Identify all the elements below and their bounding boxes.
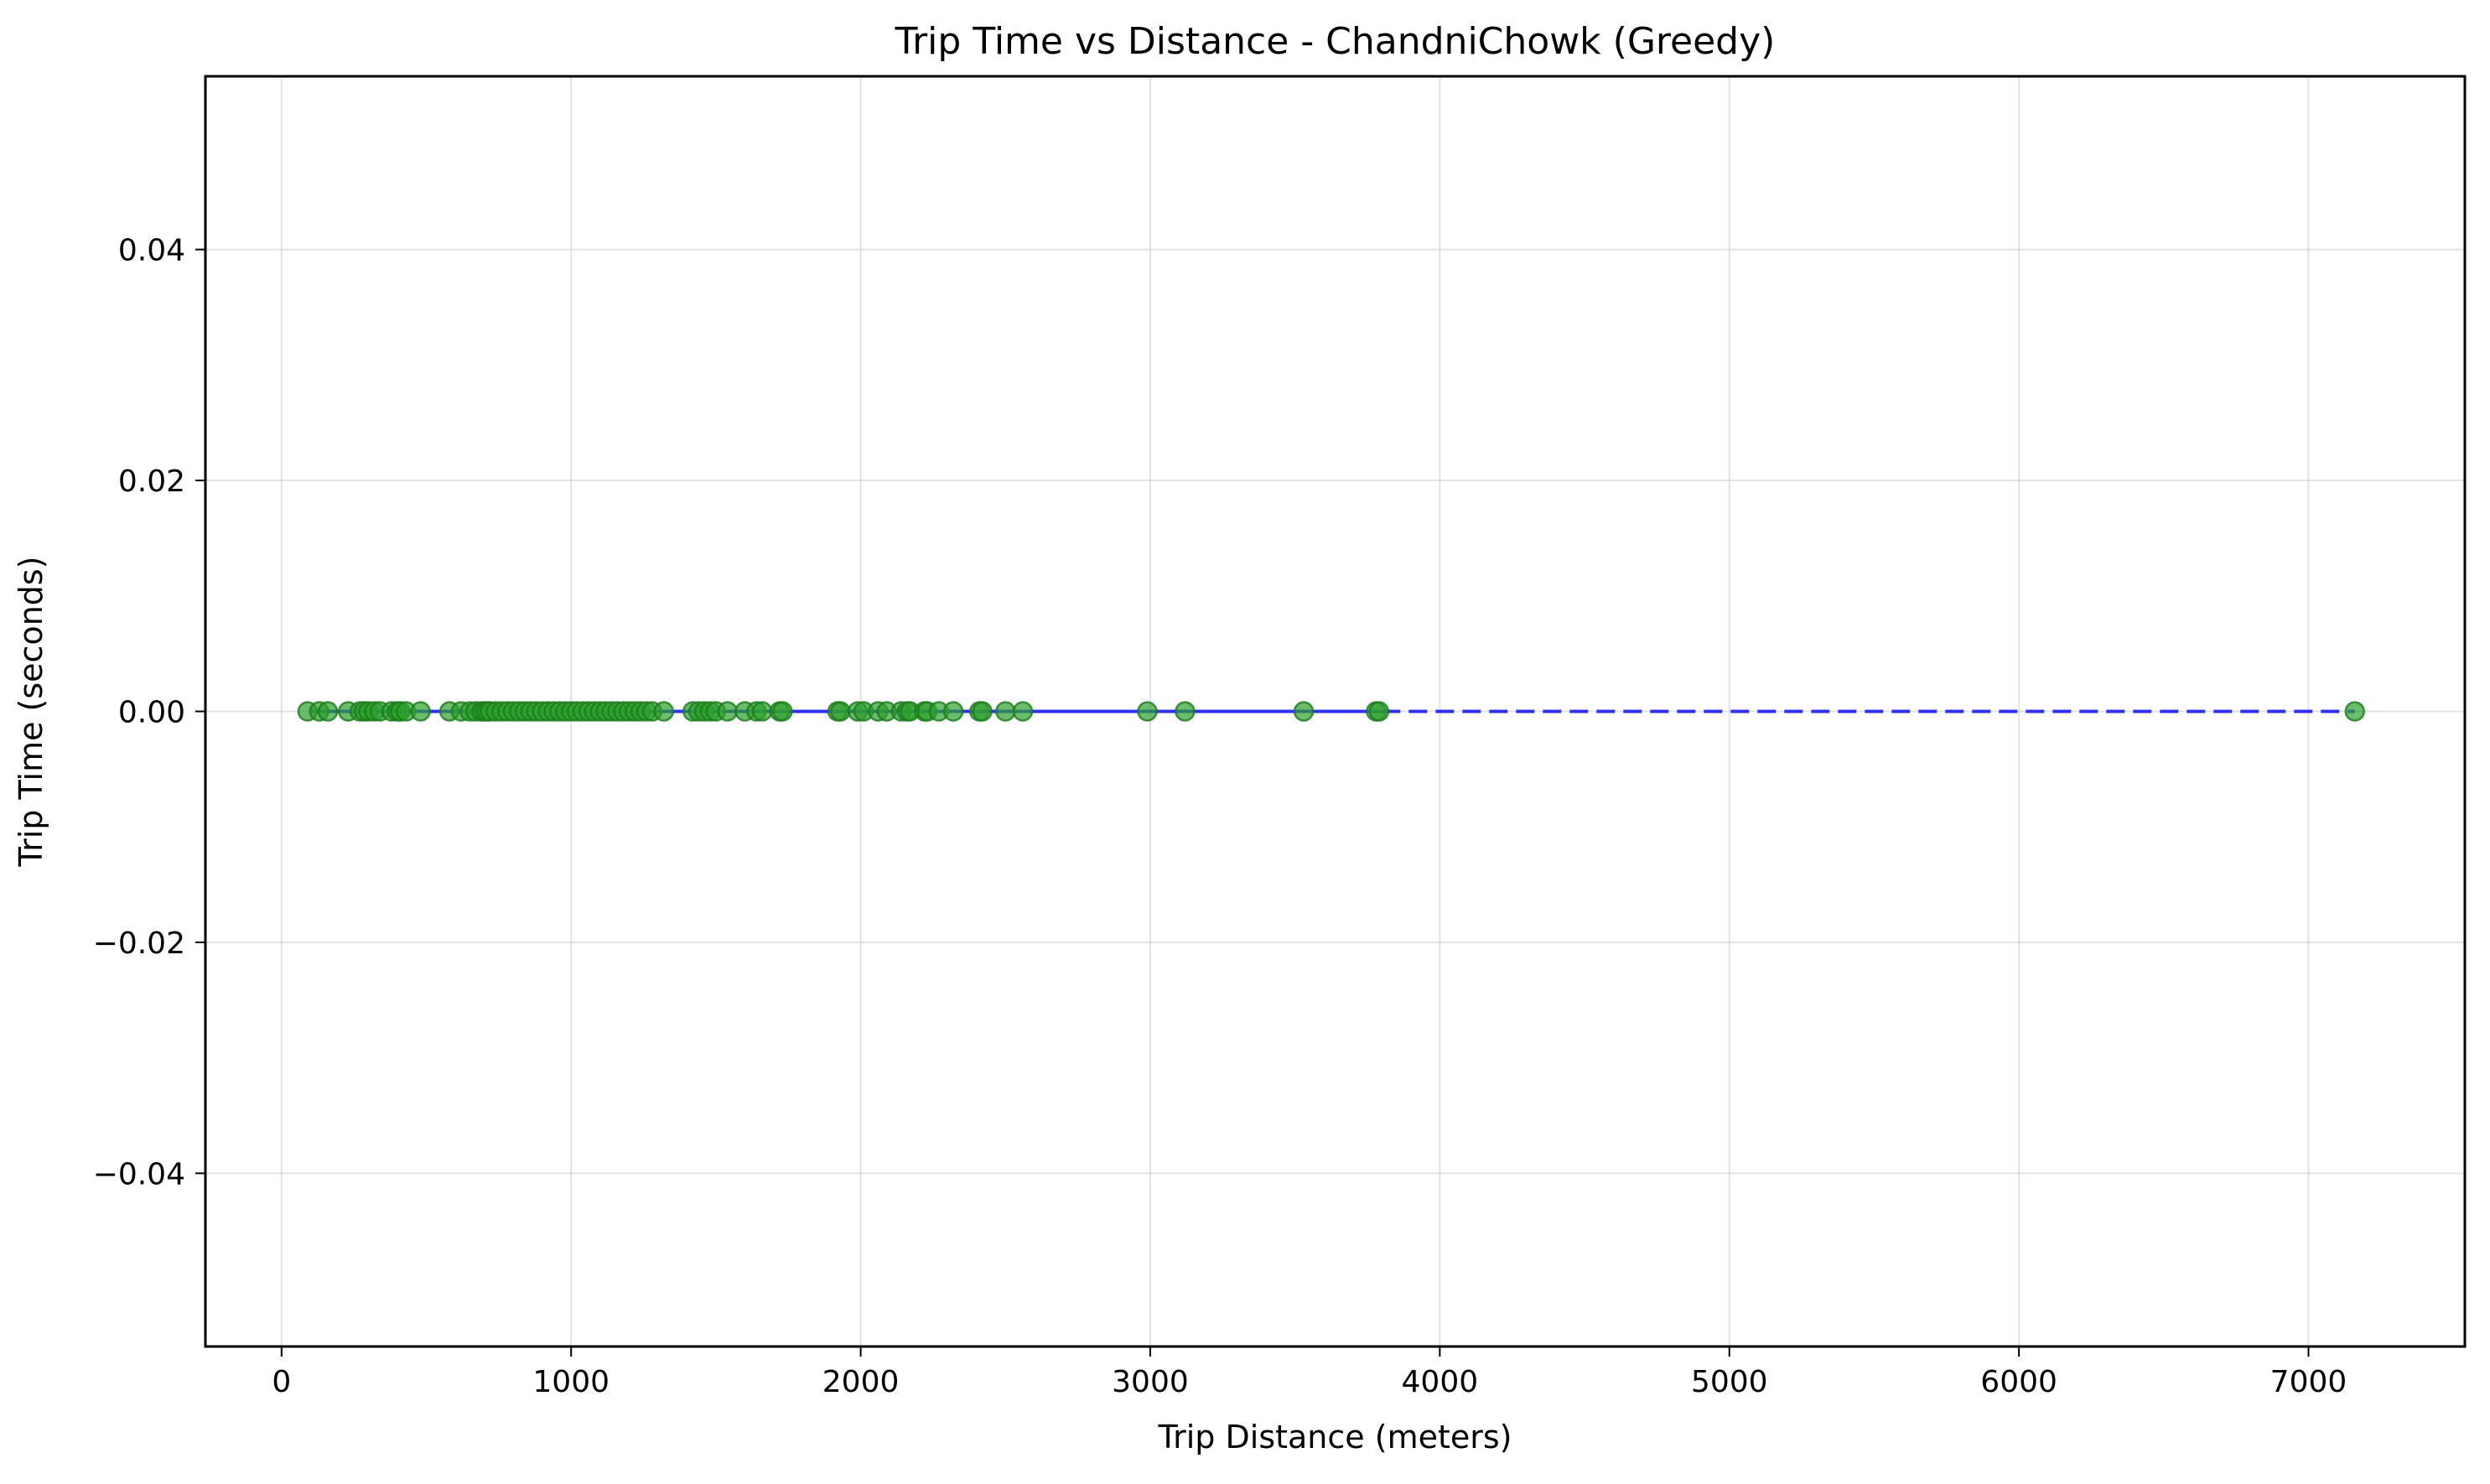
x-tick-label: 7000 [2270,1365,2347,1399]
scatter-point [772,701,793,722]
x-axis-label: Trip Distance (meters) [1158,1419,1512,1455]
axis-ticks: 0 1000 2000 3000 4000 5000 6000 7000 0.04 0.02 0.0… [93,234,2347,1399]
y-tick-label: −0.02 [93,926,185,961]
scatter-point [1368,701,1390,722]
scatter-point [942,701,964,722]
scatter-point [410,701,431,722]
scatter-point [653,701,674,722]
data-layer [297,701,2366,722]
scatter-point [317,701,339,722]
scatter-point [751,701,773,722]
x-tick-label: 4000 [1402,1365,1479,1399]
scatter-point [2344,701,2366,722]
scatter-point [1175,701,1196,722]
y-tick-label: 0.00 [118,696,185,730]
x-tick-label: 0 [272,1365,291,1399]
scatter-point [995,701,1016,722]
x-tick-label: 3000 [1112,1365,1189,1399]
scatter-point [1012,701,1034,722]
scatter-point [830,701,851,722]
x-tick-label: 6000 [1980,1365,2057,1399]
y-tick-label: −0.04 [93,1157,185,1191]
y-tick-label: 0.02 [118,464,185,499]
chart-title: Trip Time vs Distance - ChandniChowk (Gr… [895,20,1776,63]
x-tick-label: 5000 [1691,1365,1768,1399]
scatter-point [1137,701,1158,722]
y-axis-label: Trip Time (seconds) [13,556,49,867]
scatter-point [717,701,738,722]
x-tick-label: 2000 [822,1365,900,1399]
scatter-point [972,701,993,722]
scatter-point [1293,701,1315,722]
x-tick-label: 1000 [532,1365,610,1399]
y-tick-label: 0.04 [118,234,185,268]
